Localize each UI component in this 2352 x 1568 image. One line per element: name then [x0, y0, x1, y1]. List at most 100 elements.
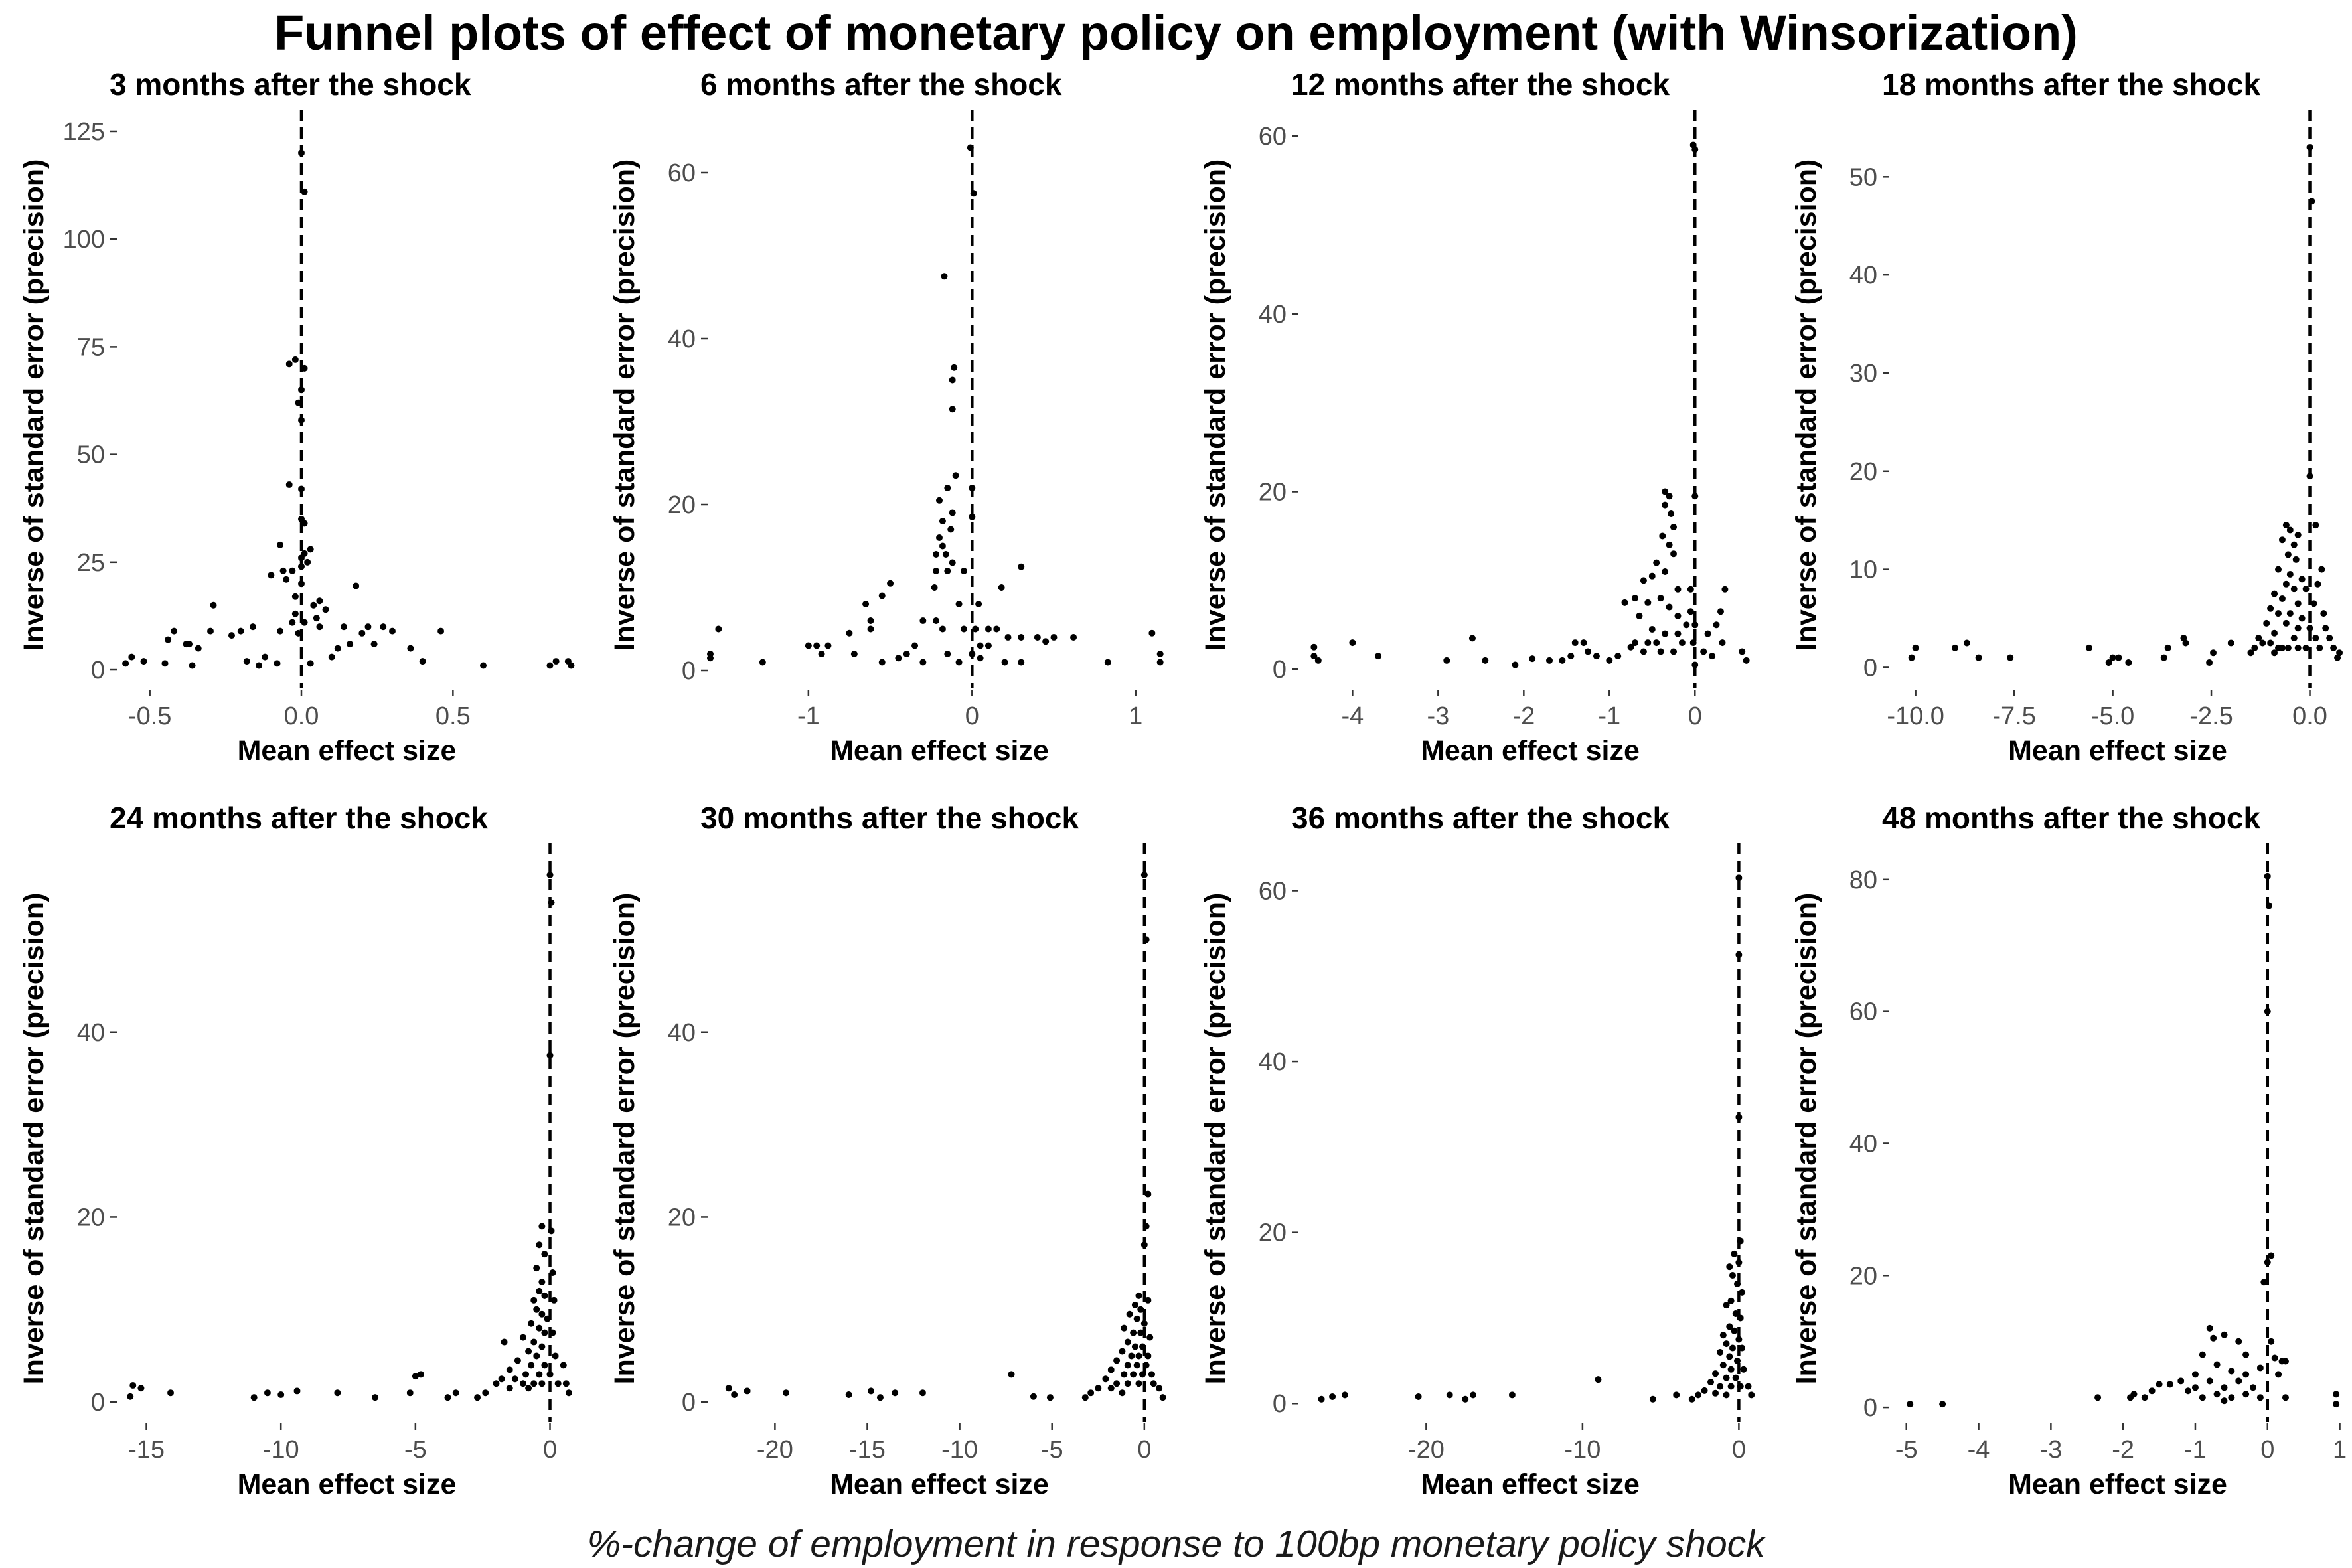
data-point	[1585, 648, 1592, 655]
data-point	[824, 642, 832, 649]
data-point	[939, 625, 946, 633]
data-point	[538, 1278, 546, 1285]
data-point	[2210, 649, 2217, 657]
data-point	[2265, 902, 2272, 909]
data-point	[2267, 605, 2274, 612]
data-point	[2260, 1279, 2268, 1286]
data-point	[298, 485, 305, 493]
data-point	[1508, 1391, 1516, 1399]
data-point	[1144, 1190, 1152, 1198]
data-point	[1688, 1395, 1695, 1403]
x-tick-label: -3	[1427, 702, 1449, 730]
data-point	[538, 1343, 546, 1350]
y-tick-label: 20	[1259, 479, 1287, 507]
data-point	[1156, 651, 1164, 657]
data-point	[1156, 1385, 1163, 1392]
data-point	[2306, 625, 2313, 632]
data-point	[1443, 657, 1450, 664]
y-tick-label: 20	[668, 491, 696, 519]
data-point	[975, 601, 982, 607]
x-tick-label: -20	[1408, 1436, 1445, 1464]
data-point	[2206, 1377, 2213, 1385]
data-point	[942, 551, 949, 558]
data-point	[538, 1310, 546, 1318]
data-point	[931, 584, 938, 591]
data-point	[514, 1357, 521, 1364]
y-tick-label: 40	[1849, 1130, 1877, 1158]
data-point	[2282, 1394, 2289, 1401]
data-point	[1732, 1310, 1739, 1318]
data-point	[127, 1393, 134, 1400]
data-point	[444, 1394, 451, 1401]
data-point	[2235, 1377, 2242, 1385]
data-point	[511, 1375, 518, 1383]
data-point	[1470, 1391, 1477, 1399]
data-point	[977, 655, 984, 662]
data-point	[298, 386, 305, 394]
data-point	[1140, 1320, 1148, 1327]
data-point	[519, 1380, 526, 1387]
data-point	[2127, 1394, 2134, 1401]
data-point	[1717, 1383, 1724, 1390]
data-point	[548, 899, 555, 906]
data-point	[1644, 639, 1652, 647]
y-axis-title: Inverse of standard error (precision)	[1200, 893, 1231, 1385]
data-point	[1329, 1393, 1336, 1400]
data-point	[562, 1380, 570, 1387]
data-point	[480, 662, 487, 669]
data-point	[1107, 1366, 1115, 1373]
data-point	[1139, 1343, 1146, 1350]
x-axis-title: Mean effect size	[2008, 1468, 2227, 1500]
data-point	[2308, 198, 2315, 205]
data-point	[919, 1389, 926, 1397]
data-point	[195, 645, 202, 652]
x-tick-label: -5.0	[2091, 702, 2134, 730]
data-point	[2156, 1381, 2163, 1388]
data-point	[949, 406, 956, 413]
y-tick-label: 40	[77, 1019, 105, 1047]
data-point	[2320, 610, 2327, 617]
data-point	[210, 601, 217, 609]
data-point	[1341, 1391, 1348, 1399]
data-point	[1662, 488, 1669, 495]
y-axis-title: Inverse of standard error (precision)	[18, 159, 50, 651]
data-point	[1614, 653, 1622, 660]
data-point	[291, 593, 299, 600]
data-point	[313, 615, 320, 622]
data-point	[560, 1362, 567, 1369]
data-point	[1631, 639, 1638, 647]
data-point	[2286, 526, 2294, 534]
data-point	[2284, 551, 2292, 558]
data-point	[482, 1389, 489, 1397]
data-point	[554, 1380, 562, 1387]
data-point	[285, 481, 293, 489]
data-point	[878, 659, 886, 666]
chart-caption: %-change of employment in response to 10…	[587, 1523, 1765, 1565]
data-point	[1636, 612, 1643, 619]
data-point	[1314, 657, 1322, 664]
x-tick-label: -15	[849, 1436, 886, 1464]
data-point	[1737, 1383, 1744, 1390]
data-point	[301, 619, 308, 626]
data-point	[1743, 657, 1750, 664]
data-point	[1695, 1391, 1702, 1399]
data-point	[552, 658, 560, 665]
data-point	[2227, 639, 2234, 647]
data-point	[892, 1389, 899, 1397]
x-tick-label: -3	[2039, 1436, 2062, 1464]
data-point	[1121, 1371, 1128, 1378]
data-point	[2294, 625, 2302, 632]
data-point	[2294, 644, 2302, 651]
x-tick-label: 0	[2260, 1436, 2274, 1464]
data-point	[984, 642, 992, 649]
x-tick-label: 0	[543, 1436, 557, 1464]
x-tick-label: -2.5	[2189, 702, 2233, 730]
data-point	[129, 1382, 137, 1389]
data-point	[256, 662, 263, 669]
data-point	[310, 601, 317, 609]
panel-6: 30 months after the shock 0 20 40 -20 -15 -10 -…	[609, 801, 1166, 1500]
data-point	[2268, 1338, 2275, 1345]
panel-title: 48 months after the shock	[1882, 801, 2260, 835]
data-point	[1113, 1357, 1121, 1364]
